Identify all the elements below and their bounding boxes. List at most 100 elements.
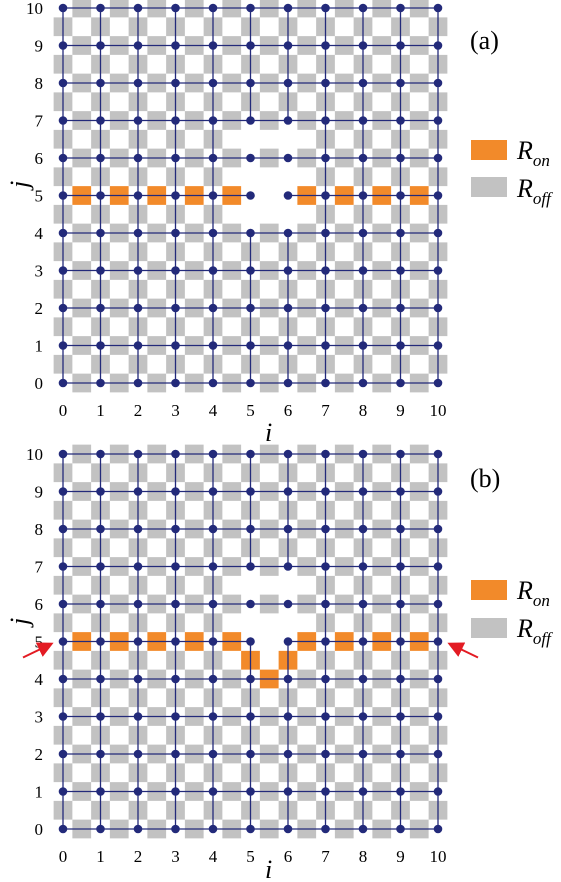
node	[133, 191, 143, 200]
x-tick-label: 9	[396, 847, 405, 866]
node	[321, 266, 330, 275]
x-ticks-a: 0 1 2 3 4 5 6 7 8 9 10	[59, 401, 447, 420]
node	[246, 749, 255, 759]
node	[246, 341, 255, 350]
node	[433, 674, 443, 684]
node	[246, 487, 255, 496]
node	[396, 824, 405, 834]
y-tick-label: 2	[35, 299, 44, 318]
node	[171, 153, 180, 163]
x-axis-label-b: i	[265, 855, 272, 882]
node	[283, 378, 293, 388]
node	[283, 153, 293, 163]
node	[433, 78, 443, 88]
node	[321, 191, 330, 200]
node	[396, 749, 405, 759]
node	[171, 378, 180, 388]
y-ticks-a: 0 1 2 3 4 5 6 7 8 9 10	[26, 0, 44, 393]
node	[283, 266, 293, 275]
node	[96, 449, 105, 459]
y-tick-label: 6	[35, 595, 44, 614]
node	[246, 449, 255, 459]
node	[433, 341, 443, 350]
node	[283, 78, 293, 88]
x-ticks-b: 0 1 2 3 4 5 6 7 8 9 10	[59, 847, 447, 866]
node	[133, 674, 143, 684]
y-tick-label: 2	[35, 745, 44, 764]
node	[321, 487, 330, 496]
node	[283, 787, 293, 796]
node	[358, 524, 368, 534]
y-tick-label: 4	[35, 224, 44, 243]
node	[358, 749, 368, 759]
node	[171, 599, 180, 609]
y-tick-label: 0	[35, 820, 44, 839]
node	[358, 78, 368, 88]
node	[96, 228, 105, 238]
arrows-b	[22, 642, 479, 659]
node	[133, 824, 143, 834]
node	[396, 674, 405, 684]
y-tick-label: 1	[35, 783, 44, 802]
x-tick-label: 9	[396, 401, 405, 420]
x-tick-label: 8	[359, 847, 368, 866]
node	[283, 116, 293, 125]
node	[321, 228, 330, 238]
node	[133, 228, 143, 238]
node	[58, 824, 68, 834]
legend-swatch-on-b	[471, 580, 507, 600]
node	[133, 712, 143, 721]
red-arrow-left-icon	[22, 642, 54, 659]
resistor-off	[334, 0, 354, 18]
node	[171, 191, 180, 200]
node	[246, 787, 255, 796]
node	[321, 378, 330, 388]
node	[396, 787, 405, 796]
nodes-a	[58, 3, 443, 388]
node	[58, 449, 68, 459]
y-tick-label: 3	[35, 262, 44, 281]
node	[358, 787, 368, 796]
node	[133, 153, 143, 163]
legend-label-off-a: Roff	[516, 174, 553, 208]
legend-label-on-a: Ron	[516, 136, 550, 170]
legend-on-symbol-b: R	[516, 576, 533, 605]
resistor-off	[297, 0, 317, 18]
node	[283, 341, 293, 350]
node	[246, 599, 255, 609]
node	[208, 341, 218, 350]
node	[283, 824, 293, 834]
y-tick-label: 7	[35, 112, 44, 131]
node	[133, 599, 143, 609]
node	[283, 712, 293, 721]
node	[283, 228, 293, 238]
node	[96, 266, 105, 275]
node	[396, 599, 405, 609]
panel-b: 0 1 2 3 4 5 6 7 8 9 10 0 1 2 3 4 5 6 7 8 9 10 i j (b) Ron Ro…	[5, 444, 553, 882]
node	[58, 116, 68, 125]
node	[58, 712, 68, 721]
node	[246, 712, 255, 721]
node	[171, 449, 180, 459]
node	[321, 674, 330, 684]
legend-on-symbol-a: R	[516, 136, 533, 165]
node	[208, 3, 218, 13]
node	[208, 228, 218, 238]
node	[321, 449, 330, 459]
y-ticks-b: 0 1 2 3 4 5 6 7 8 9 10	[26, 445, 44, 839]
node	[283, 487, 293, 496]
node	[133, 341, 143, 350]
y-tick-label: 0	[35, 374, 44, 393]
node	[283, 3, 293, 13]
node	[208, 599, 218, 609]
node	[246, 303, 255, 313]
node	[58, 341, 68, 350]
node	[246, 637, 255, 646]
node	[58, 153, 68, 163]
node	[321, 41, 330, 50]
x-tick-label: 5	[246, 847, 255, 866]
node	[58, 78, 68, 88]
node	[321, 341, 330, 350]
node	[321, 524, 330, 534]
legend-off-symbol-b: R	[516, 614, 533, 643]
